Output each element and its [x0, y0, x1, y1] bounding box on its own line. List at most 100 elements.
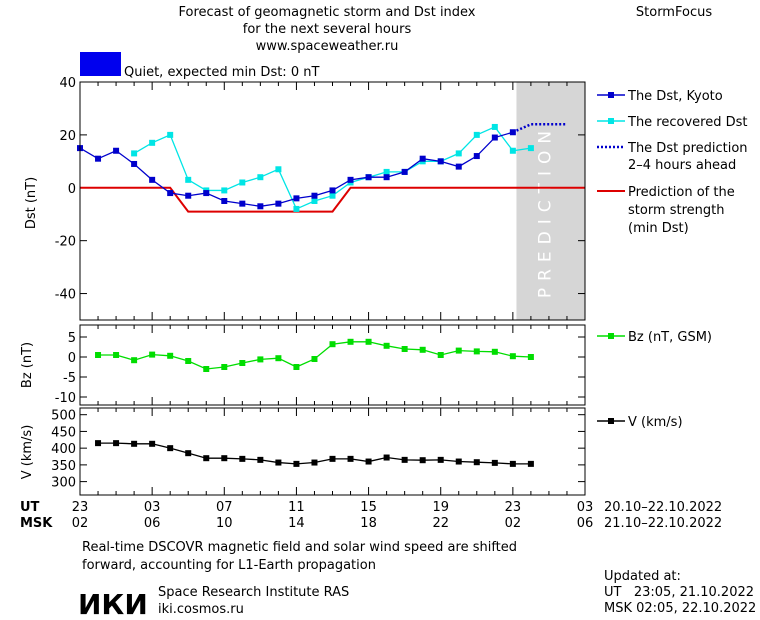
v-point	[185, 450, 192, 457]
dst-kyoto-point	[347, 176, 354, 183]
recovered-dst-point	[293, 205, 300, 212]
bz-point	[131, 357, 138, 364]
bz-point	[437, 352, 444, 358]
recovered-dst-point	[473, 131, 480, 138]
v-point	[95, 440, 102, 447]
recovered-dst-points	[131, 123, 534, 212]
msk-tick-label: 18	[360, 516, 377, 531]
v-point	[239, 455, 246, 462]
dst-kyoto-point	[275, 200, 282, 207]
bz-point	[275, 355, 282, 362]
msk-tick-label: 02	[72, 516, 89, 531]
v-point	[347, 455, 354, 462]
dst-kyoto-point	[437, 158, 444, 165]
legend-dst-prediction-label-2: 2–4 hours ahead	[628, 158, 736, 173]
dst-kyoto-point	[185, 192, 192, 199]
v-point	[329, 455, 336, 462]
dst-prediction-line	[512, 123, 567, 134]
bz-panel-frame	[79, 324, 586, 406]
recovered-dst-point	[311, 198, 318, 204]
recovered-dst-point	[239, 179, 246, 186]
ut-tick-label: 23	[505, 500, 522, 515]
recovered-dst-point	[455, 150, 462, 157]
dst-axis-label: Dst (nT)	[24, 177, 39, 229]
footnote-line2: forward, accounting for L1-Earth propaga…	[82, 558, 376, 573]
prediction-band	[516, 82, 585, 320]
bz-point	[365, 338, 372, 345]
v-point	[113, 440, 120, 447]
dst-kyoto-point	[203, 190, 210, 197]
v-point	[491, 459, 498, 466]
bz-point	[473, 348, 480, 355]
bz-point	[221, 364, 228, 370]
v-point	[383, 454, 390, 461]
recovered-dst-point	[275, 166, 282, 173]
legend-dst-label: The Dst, Kyoto	[627, 89, 723, 104]
legend-storm-label-2: storm strength	[628, 203, 725, 218]
bz-point	[95, 352, 102, 358]
recovered-dst-point	[257, 174, 264, 181]
legend-storm-label-3: (min Dst)	[628, 221, 689, 236]
y-tick-label: 500	[51, 409, 76, 424]
msk-tick-label: 06	[144, 516, 161, 531]
prediction-band-label: PREDICTION	[536, 124, 556, 298]
bz-point	[167, 352, 174, 359]
dst-kyoto-point	[419, 155, 426, 162]
recovered-dst-point	[527, 145, 534, 152]
msk-tick-label: 10	[216, 516, 233, 531]
bz-point	[509, 353, 516, 360]
bz-point	[401, 346, 408, 352]
dst-kyoto-point	[293, 195, 300, 202]
v-point	[437, 456, 444, 463]
ut-tick-label: 03	[144, 500, 161, 515]
dst-kyoto-point	[383, 174, 390, 181]
bz-point	[203, 366, 210, 372]
dst-kyoto-point	[311, 192, 318, 199]
bz-point	[491, 348, 498, 355]
legend-bz-point	[608, 333, 614, 339]
legend-dst-prediction-label-1: The Dst prediction	[627, 141, 748, 156]
v-point	[401, 456, 408, 463]
institute-name: Space Research Institute RAS	[158, 585, 349, 600]
ut-tick-label: 15	[360, 500, 377, 515]
bz-point	[383, 342, 390, 349]
legend-v-label: V (km/s)	[628, 415, 683, 430]
legend: The Dst, Kyoto The recovered Dst The Dst…	[597, 89, 748, 430]
dst-kyoto-point	[455, 163, 462, 170]
legend-storm-label-1: Prediction of the	[628, 185, 735, 200]
ut-tick-label: 19	[432, 500, 449, 515]
recovered-dst-point	[185, 176, 192, 183]
bz-point	[527, 354, 534, 360]
v-point	[221, 455, 228, 462]
storm-strength-line	[80, 186, 585, 213]
bz-axis-ticks: 5 0 -5 -10	[55, 325, 586, 406]
ut-tick-label: 23	[72, 500, 89, 515]
dst-kyoto-point	[473, 153, 480, 160]
bz-point	[329, 341, 336, 348]
legend-dst-point	[608, 92, 614, 98]
y-tick-label: 0	[68, 182, 76, 197]
y-tick-label: 40	[59, 76, 76, 91]
legend-recovered-point	[608, 118, 614, 124]
msk-axis-label: MSK	[20, 516, 53, 531]
msk-tick-label: 06	[577, 516, 594, 531]
v-point	[455, 458, 462, 465]
bz-point	[419, 346, 426, 353]
v-point	[509, 460, 516, 467]
updated-msk: MSK 02:05, 22.10.2022	[604, 601, 756, 616]
bz-point	[293, 364, 300, 370]
chart-title-line2: for the next several hours	[243, 22, 412, 37]
v-point	[203, 455, 210, 462]
dst-kyoto-point	[131, 160, 138, 167]
chart-title-line1: Forecast of geomagnetic storm and Dst in…	[178, 5, 475, 20]
dst-axis-ticks: 40 20 0 -20 -40	[55, 76, 586, 320]
bz-point	[257, 356, 264, 363]
bz-point	[239, 360, 246, 366]
dst-kyoto-point	[365, 174, 372, 181]
ut-tick-label: 03	[577, 500, 594, 515]
brand-name: StormFocus	[636, 5, 712, 20]
y-tick-label: 5	[68, 331, 76, 346]
dst-kyoto-line	[79, 131, 514, 207]
dst-kyoto-point	[239, 200, 246, 207]
